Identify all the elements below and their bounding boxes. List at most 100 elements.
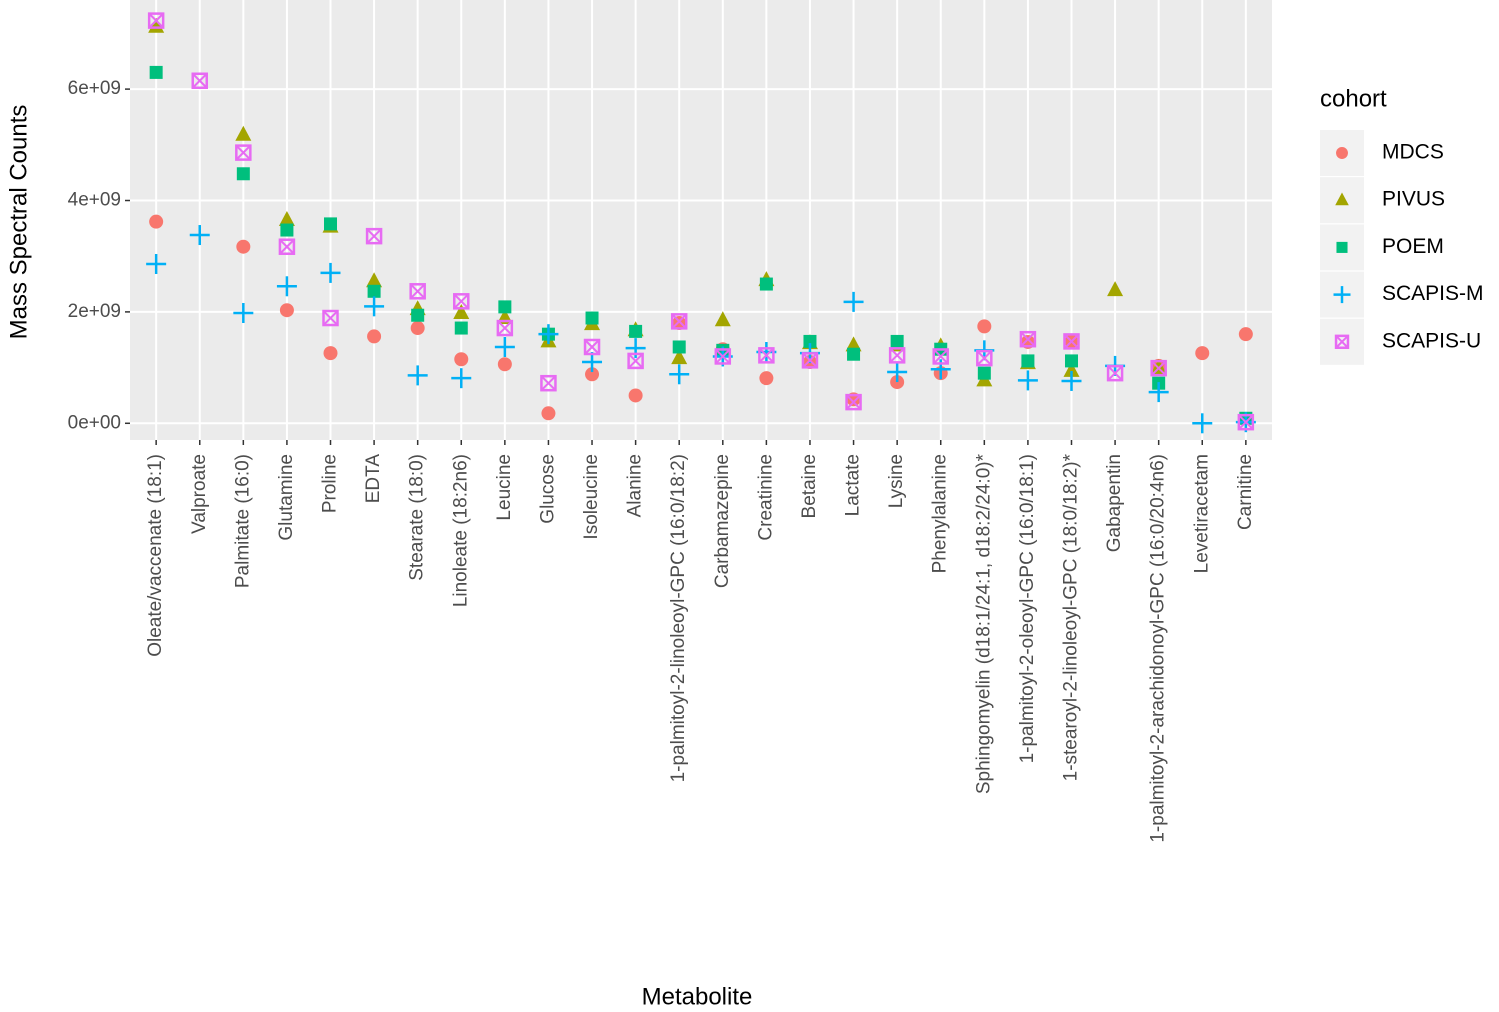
point-part bbox=[322, 310, 339, 326]
point bbox=[672, 316, 687, 331]
x-tick-label: Gabapentin bbox=[1104, 454, 1125, 552]
point-part bbox=[845, 393, 862, 411]
x-tick-label: 1-palmitoyl-2-oleoyl-GPC (16:0/18:1) bbox=[1017, 454, 1038, 763]
x-tick-label: Levetiracetam bbox=[1191, 454, 1212, 573]
legend-symbol bbox=[1334, 334, 1350, 350]
point bbox=[1064, 354, 1078, 368]
point bbox=[1061, 370, 1082, 391]
point bbox=[1021, 354, 1035, 368]
x-tick-label: Creatinine bbox=[755, 454, 776, 541]
legend-label: SCAPIS-U bbox=[1382, 329, 1481, 352]
point bbox=[278, 238, 296, 255]
point-part bbox=[453, 293, 469, 310]
point-part bbox=[1020, 331, 1036, 347]
point bbox=[583, 338, 601, 356]
point bbox=[1150, 359, 1167, 375]
x-axis-title: Metabolite bbox=[642, 983, 753, 1010]
point-part bbox=[1335, 335, 1349, 349]
point bbox=[890, 334, 904, 348]
legend-title: cohort bbox=[1320, 85, 1387, 112]
x-tick-label: EDTA bbox=[363, 454, 384, 504]
point-part bbox=[1150, 359, 1167, 377]
point bbox=[759, 371, 774, 386]
point bbox=[498, 300, 512, 314]
point-part bbox=[845, 394, 862, 410]
point bbox=[149, 214, 164, 229]
point-part bbox=[235, 144, 252, 161]
point-part bbox=[627, 353, 644, 369]
legend-label: MDCS bbox=[1382, 141, 1444, 164]
point-part bbox=[365, 227, 383, 245]
point bbox=[410, 321, 425, 336]
point bbox=[714, 348, 732, 365]
x-tick-label: Betaine bbox=[799, 454, 820, 518]
point bbox=[1106, 364, 1124, 382]
point-part bbox=[932, 348, 949, 365]
point bbox=[323, 346, 338, 361]
point bbox=[236, 167, 250, 181]
point-part bbox=[1334, 334, 1350, 350]
point bbox=[322, 309, 339, 327]
point-part bbox=[1019, 330, 1037, 348]
point bbox=[364, 296, 385, 317]
point bbox=[847, 347, 861, 361]
point bbox=[149, 65, 163, 79]
point-part bbox=[322, 309, 339, 327]
point bbox=[496, 319, 514, 337]
point bbox=[497, 357, 512, 372]
point bbox=[540, 374, 557, 392]
point bbox=[147, 12, 165, 29]
point-part bbox=[976, 349, 993, 367]
point bbox=[585, 367, 600, 382]
x-tick-label: Glucose bbox=[537, 454, 558, 524]
point bbox=[629, 324, 643, 338]
point bbox=[977, 366, 991, 380]
point-part bbox=[1107, 365, 1123, 381]
point bbox=[1063, 333, 1080, 350]
point-part bbox=[1150, 360, 1167, 376]
y-tick-label: 0e+00 bbox=[68, 412, 121, 433]
point-part bbox=[583, 338, 601, 356]
point bbox=[845, 393, 862, 411]
point-part bbox=[148, 12, 164, 29]
point bbox=[714, 311, 731, 327]
point-part bbox=[192, 73, 208, 89]
point bbox=[453, 293, 470, 310]
point-part bbox=[366, 228, 382, 244]
point bbox=[366, 272, 383, 288]
x-tick-label: 1-palmitoyl-2-arachidonoyl-GPC (16:0/20:… bbox=[1148, 454, 1169, 843]
point bbox=[758, 347, 775, 364]
point bbox=[887, 362, 908, 383]
point-part bbox=[540, 374, 557, 392]
x-tick-label: Stearate (18:0) bbox=[407, 454, 428, 581]
point-part bbox=[1238, 414, 1254, 430]
x-tick-label: 1-stearoyl-2-linoleoyl-GPC (18:0/18:2)* bbox=[1061, 453, 1082, 781]
legend-label: POEM bbox=[1382, 235, 1444, 258]
y-tick-label: 2e+09 bbox=[68, 301, 121, 322]
point bbox=[235, 125, 252, 141]
point bbox=[670, 313, 688, 330]
x-tick-label: Sphingomyelin (d18:1/24:1, d18:2/24:0)* bbox=[973, 453, 994, 794]
point bbox=[977, 319, 992, 334]
x-tick-label: Phenylalanine bbox=[930, 454, 951, 573]
point bbox=[888, 347, 906, 364]
point-part bbox=[758, 347, 775, 364]
point-part bbox=[1237, 413, 1255, 431]
point bbox=[759, 277, 773, 291]
point bbox=[1192, 413, 1213, 434]
point bbox=[278, 211, 295, 226]
point bbox=[280, 223, 294, 237]
point bbox=[627, 352, 644, 370]
point bbox=[454, 352, 469, 367]
panel-background bbox=[130, 0, 1272, 440]
point-part bbox=[278, 238, 296, 255]
point bbox=[672, 340, 686, 354]
point-part bbox=[497, 320, 513, 336]
point bbox=[324, 217, 338, 231]
x-tick-label: Carbamazepine bbox=[712, 454, 733, 588]
x-tick-label: Glutamine bbox=[276, 454, 297, 541]
x-tick-label: Isoleucine bbox=[581, 454, 602, 540]
x-tick-label: Alanine bbox=[625, 454, 646, 517]
point bbox=[890, 375, 905, 390]
point bbox=[409, 283, 426, 300]
